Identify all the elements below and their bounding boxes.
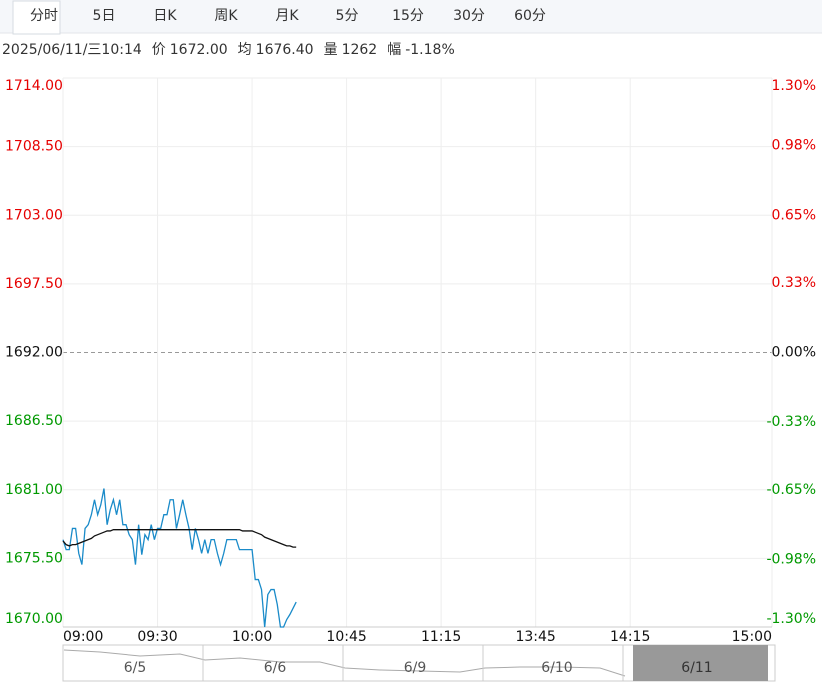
info-avg: 1676.40 — [256, 42, 314, 58]
x-tick-label: 13:45 — [515, 629, 555, 645]
y-tick-label: 1686.50 — [5, 413, 63, 429]
y2-tick-label: -0.65% — [766, 482, 816, 498]
tab[interactable]: 5分 — [336, 8, 359, 24]
info-change: -1.18% — [405, 42, 455, 58]
tab[interactable]: 分时 — [30, 8, 58, 24]
y2-tick-label: 1.30% — [772, 78, 816, 94]
price-line — [62, 488, 297, 628]
info-price: 1672.00 — [170, 42, 228, 58]
x-tick-label: 15:00 — [732, 629, 772, 645]
y-tick-label: 1714.00 — [5, 78, 63, 94]
y-tick-label: 1670.00 — [5, 611, 63, 627]
info-datetime: 2025/06/11/三10:14 — [2, 42, 142, 58]
tab[interactable]: 月K — [275, 8, 299, 24]
y2-tick-label: 0.33% — [772, 275, 816, 291]
y2-tick-label: 0.00% — [772, 345, 816, 361]
y2-tick-label: -1.30% — [766, 611, 816, 627]
x-tick-label: 10:45 — [326, 629, 366, 645]
y-tick-label: 1703.00 — [5, 207, 63, 223]
navigator-label: 6/5 — [124, 660, 147, 676]
tab[interactable]: 5日 — [93, 8, 116, 24]
x-tick-label: 14:15 — [610, 629, 650, 645]
tab-bar — [0, 0, 822, 33]
x-tick-label: 10:00 — [232, 629, 272, 645]
y2-tick-label: -0.33% — [766, 414, 816, 430]
x-tick-label: 09:00 — [63, 629, 103, 645]
y-tick-label: 1692.00 — [5, 345, 63, 361]
navigator-label: 6/6 — [264, 660, 287, 676]
y2-tick-label: 0.98% — [772, 138, 816, 154]
tab-selected — [12, 0, 61, 35]
navigator-label: 6/11 — [681, 660, 712, 676]
y-tick-label: 1697.50 — [5, 276, 63, 292]
info-avg-label: 均 — [238, 42, 252, 58]
info-volume-label: 量 — [324, 42, 338, 58]
navigator-label: 6/10 — [541, 660, 572, 676]
navigator-label: 6/9 — [404, 660, 427, 676]
y2-tick-label: 0.65% — [772, 207, 816, 223]
tab[interactable]: 60分 — [514, 8, 546, 24]
tab[interactable]: 15分 — [392, 8, 424, 24]
y2-tick-label: -0.98% — [766, 551, 816, 567]
info-change-label: 幅 — [387, 42, 401, 58]
tab[interactable]: 周K — [214, 8, 238, 24]
info-price-label: 价 — [152, 42, 166, 58]
price-line — [62, 529, 297, 548]
info-volume: 1262 — [342, 42, 378, 58]
x-tick-label: 09:30 — [137, 629, 177, 645]
x-tick-label: 11:15 — [421, 629, 461, 645]
navigator-trend — [63, 649, 626, 677]
y-tick-label: 1681.00 — [5, 482, 63, 498]
y-tick-label: 1708.50 — [5, 139, 63, 155]
tab[interactable]: 30分 — [453, 8, 485, 24]
tab[interactable]: 日K — [153, 8, 177, 24]
navigator-selection[interactable] — [633, 645, 768, 681]
y-tick-label: 1675.50 — [5, 550, 63, 566]
